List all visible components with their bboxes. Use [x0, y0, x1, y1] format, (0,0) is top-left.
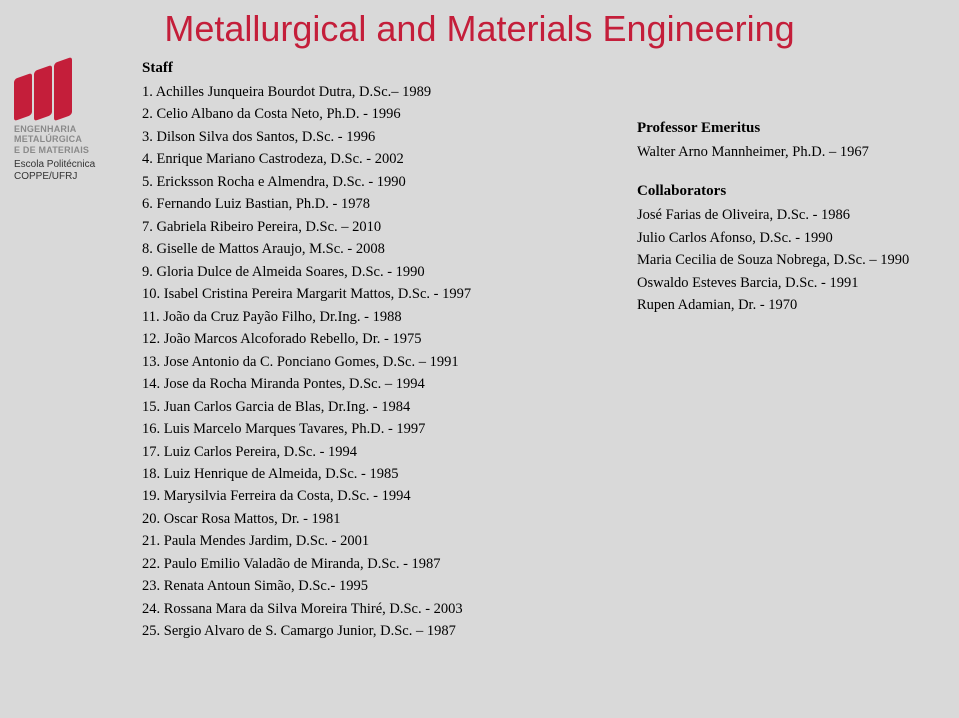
staff-item: 3. Dilson Silva dos Santos, D.Sc. - 1996	[142, 126, 617, 148]
staff-item: 4. Enrique Mariano Castrodeza, D.Sc. - 2…	[142, 148, 617, 170]
staff-item: 25. Sergio Alvaro de S. Camargo Junior, …	[142, 620, 617, 642]
collaborator-item: Julio Carlos Afonso, D.Sc. - 1990	[637, 227, 909, 249]
logo: ENGENHARIA METALÚRGICA E DE MATERIAIS Es…	[14, 58, 124, 183]
logo-subline1: Escola Politécnica	[14, 159, 124, 171]
staff-item: 24. Rossana Mara da Silva Moreira Thiré,…	[142, 598, 617, 620]
staff-item: 19. Marysilvia Ferreira da Costa, D.Sc. …	[142, 485, 617, 507]
collaborators-block: Collaborators José Farias de Oliveira, D…	[637, 183, 909, 316]
logo-text-red: ENGENHARIA METALÚRGICA E DE MATERIAIS	[14, 124, 124, 155]
logo-line2: METALÚRGICA	[14, 134, 124, 144]
staff-column: Staff 1. Achilles Junqueira Bourdot Dutr…	[142, 60, 617, 643]
emeritus-list: Walter Arno Mannheimer, Ph.D. – 1967	[637, 141, 909, 163]
staff-item: 18. Luiz Henrique de Almeida, D.Sc. - 19…	[142, 463, 617, 485]
staff-list: 1. Achilles Junqueira Bourdot Dutra, D.S…	[142, 81, 617, 643]
staff-item: 20. Oscar Rosa Mattos, Dr. - 1981	[142, 508, 617, 530]
emeritus-item: Walter Arno Mannheimer, Ph.D. – 1967	[637, 141, 909, 163]
staff-item: 5. Ericksson Rocha e Almendra, D.Sc. - 1…	[142, 171, 617, 193]
collaborator-item: Oswaldo Esteves Barcia, D.Sc. - 1991	[637, 272, 909, 294]
collaborators-list: José Farias de Oliveira, D.Sc. - 1986Jul…	[637, 204, 909, 316]
content: Staff 1. Achilles Junqueira Bourdot Dutr…	[0, 60, 959, 643]
logo-subtext: Escola Politécnica COPPE/UFRJ	[14, 159, 124, 183]
staff-item: 12. João Marcos Alcoforado Rebello, Dr. …	[142, 328, 617, 350]
staff-item: 17. Luiz Carlos Pereira, D.Sc. - 1994	[142, 441, 617, 463]
staff-heading: Staff	[142, 60, 617, 77]
right-column: Professor Emeritus Walter Arno Mannheime…	[637, 60, 909, 643]
staff-item: 1. Achilles Junqueira Bourdot Dutra, D.S…	[142, 81, 617, 103]
logo-subline2: COPPE/UFRJ	[14, 171, 124, 183]
collaborator-item: Maria Cecilia de Souza Nobrega, D.Sc. – …	[637, 249, 909, 271]
staff-item: 22. Paulo Emilio Valadão de Miranda, D.S…	[142, 553, 617, 575]
staff-item: 8. Giselle de Mattos Araujo, M.Sc. - 200…	[142, 238, 617, 260]
collaborator-item: José Farias de Oliveira, D.Sc. - 1986	[637, 204, 909, 226]
logo-line3: E DE MATERIAIS	[14, 145, 124, 155]
collaborators-heading: Collaborators	[637, 183, 909, 200]
logo-mark	[14, 58, 84, 118]
collaborator-item: Rupen Adamian, Dr. - 1970	[637, 294, 909, 316]
staff-item: 9. Gloria Dulce de Almeida Soares, D.Sc.…	[142, 261, 617, 283]
page-title: Metallurgical and Materials Engineering	[0, 0, 959, 60]
staff-item: 13. Jose Antonio da C. Ponciano Gomes, D…	[142, 351, 617, 373]
staff-item: 7. Gabriela Ribeiro Pereira, D.Sc. – 201…	[142, 216, 617, 238]
staff-item: 6. Fernando Luiz Bastian, Ph.D. - 1978	[142, 193, 617, 215]
staff-item: 2. Celio Albano da Costa Neto, Ph.D. - 1…	[142, 103, 617, 125]
staff-item: 14. Jose da Rocha Miranda Pontes, D.Sc. …	[142, 373, 617, 395]
staff-item: 23. Renata Antoun Simão, D.Sc.- 1995	[142, 575, 617, 597]
staff-item: 16. Luis Marcelo Marques Tavares, Ph.D. …	[142, 418, 617, 440]
logo-line1: ENGENHARIA	[14, 124, 124, 134]
staff-item: 21. Paula Mendes Jardim, D.Sc. - 2001	[142, 530, 617, 552]
emeritus-block: Professor Emeritus Walter Arno Mannheime…	[637, 120, 909, 163]
emeritus-heading: Professor Emeritus	[637, 120, 909, 137]
staff-item: 15. Juan Carlos Garcia de Blas, Dr.Ing. …	[142, 396, 617, 418]
staff-item: 10. Isabel Cristina Pereira Margarit Mat…	[142, 283, 617, 305]
staff-item: 11. João da Cruz Payão Filho, Dr.Ing. - …	[142, 306, 617, 328]
